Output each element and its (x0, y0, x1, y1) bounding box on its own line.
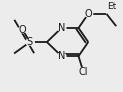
Text: S: S (27, 37, 33, 47)
Text: N: N (58, 23, 65, 33)
Circle shape (56, 52, 67, 60)
Circle shape (77, 67, 90, 77)
Text: O: O (19, 25, 26, 35)
Circle shape (56, 24, 67, 32)
Circle shape (25, 38, 35, 46)
Circle shape (83, 10, 93, 18)
Text: N: N (58, 51, 65, 61)
Text: O: O (85, 9, 92, 19)
Text: Cl: Cl (79, 67, 88, 77)
Circle shape (17, 26, 28, 33)
Text: Et: Et (107, 2, 116, 11)
